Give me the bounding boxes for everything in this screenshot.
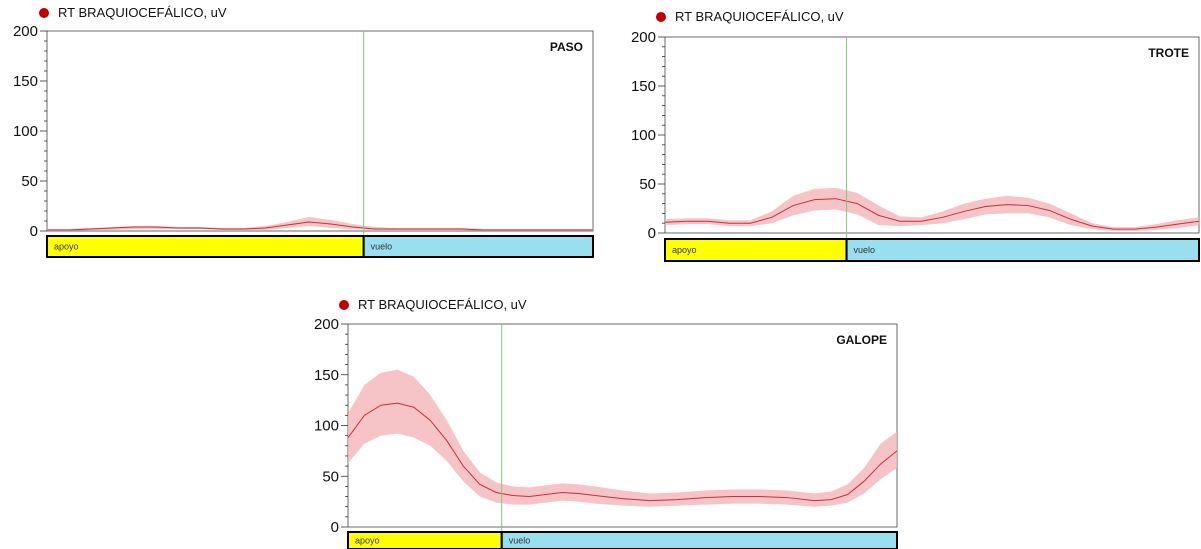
chart-panel-galope: RT BRAQUIOCEFÁLICO, uV 200 150 100 50 0 GALOPE… xyxy=(314,297,898,549)
y-tick-label: 100 xyxy=(13,123,38,140)
mean-line xyxy=(47,221,593,231)
legend-marker xyxy=(39,8,49,18)
y-tick-label: 100 xyxy=(631,127,656,144)
y-tick-label: 0 xyxy=(648,225,656,242)
phase-label: vuelo xyxy=(509,536,531,546)
y-tick-label: 100 xyxy=(314,418,339,435)
y-tick-label: 150 xyxy=(314,367,339,384)
legend-label: RT BRAQUIOCEFÁLICO, uV xyxy=(58,5,227,20)
gait-label: PASO xyxy=(550,40,583,54)
phase-bar-vuelo xyxy=(845,238,1200,262)
chart-panel-paso: RT BRAQUIOCEFÁLICO, uV 200 150 100 50 0 PASO ap… xyxy=(13,5,594,258)
phase-bar-apoyo xyxy=(46,235,365,258)
y-tick-label: 0 xyxy=(331,519,339,536)
plot-frame xyxy=(664,36,1200,234)
gait-label: TROTE xyxy=(1148,46,1189,60)
legend-label: RT BRAQUIOCEFÁLICO, uV xyxy=(675,9,844,24)
legend-marker xyxy=(656,12,666,22)
y-tick-label: 200 xyxy=(631,29,656,46)
y-tick-label: 50 xyxy=(21,173,38,190)
y-tick-label: 150 xyxy=(631,78,656,95)
y-tick-label: 200 xyxy=(13,23,38,40)
phase-bar-vuelo xyxy=(362,235,594,258)
gait-label: GALOPE xyxy=(836,333,887,347)
phase-label: vuelo xyxy=(854,245,876,255)
y-tick-label: 50 xyxy=(322,468,339,485)
y-tick-label: 50 xyxy=(639,176,656,193)
chart-panel-trote: RT BRAQUIOCEFÁLICO, uV 200 150 100 50 0 TROTE a… xyxy=(631,9,1200,262)
legend-label: RT BRAQUIOCEFÁLICO, uV xyxy=(358,297,527,312)
y-tick-label: 200 xyxy=(314,316,339,333)
mean-line xyxy=(347,402,898,502)
legend-marker xyxy=(339,300,349,310)
phase-bar-vuelo xyxy=(500,531,898,549)
sd-band xyxy=(665,187,1199,232)
phase-label: vuelo xyxy=(371,242,393,252)
mean-line xyxy=(664,198,1200,230)
sd-band xyxy=(47,217,593,231)
y-tick-label: 0 xyxy=(30,223,38,240)
phase-label: apoyo xyxy=(54,242,79,252)
sd-band xyxy=(348,369,897,507)
phase-label: apoyo xyxy=(355,536,380,546)
plot-frame xyxy=(46,30,594,232)
y-tick-label: 150 xyxy=(13,73,38,90)
phase-label: apoyo xyxy=(672,245,697,255)
